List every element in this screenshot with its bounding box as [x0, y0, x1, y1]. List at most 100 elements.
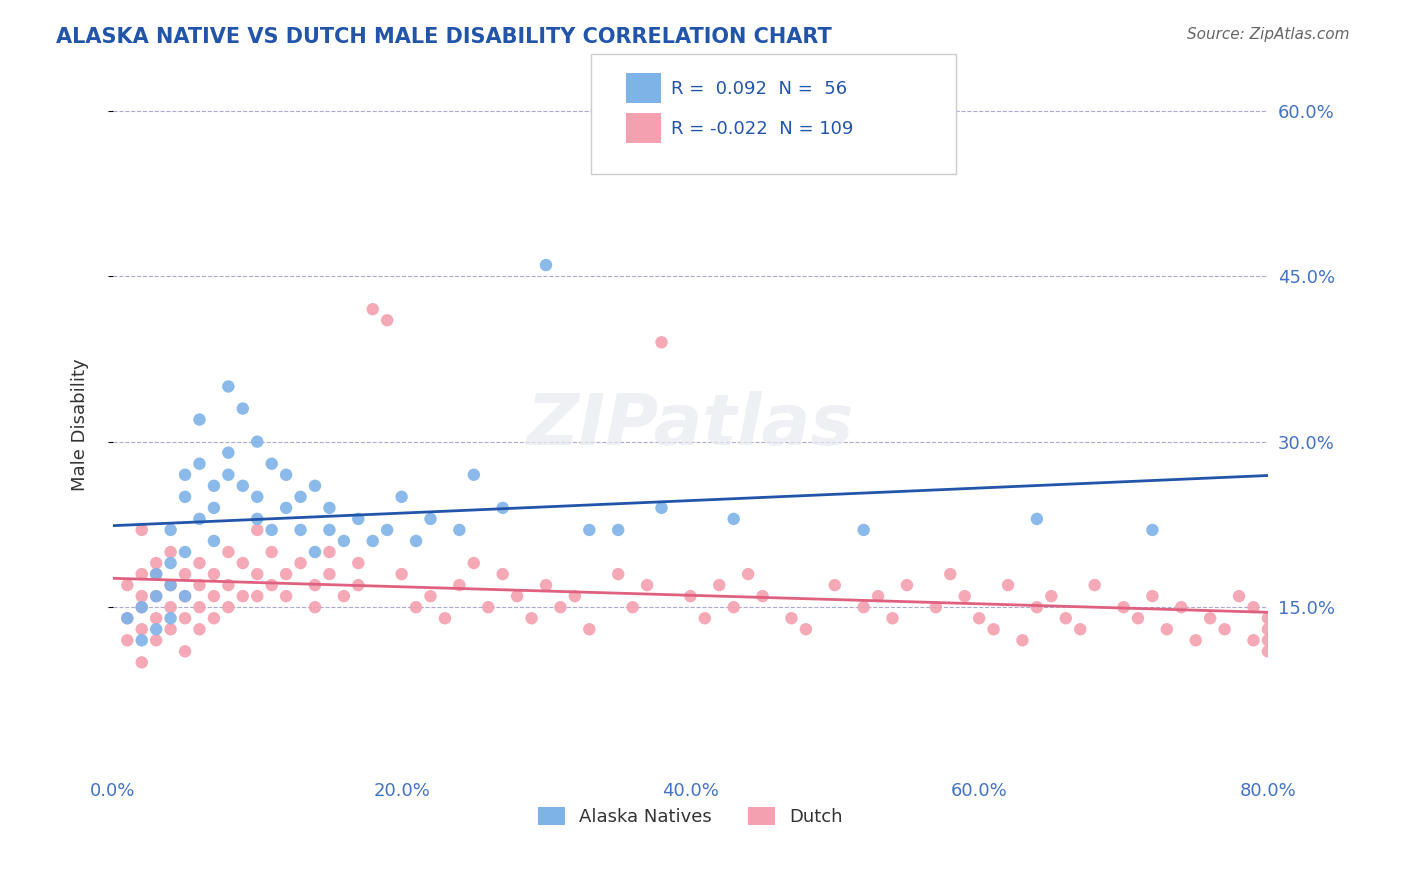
Text: R = -0.022  N = 109: R = -0.022 N = 109 [671, 120, 853, 138]
Point [174, 589, 197, 603]
Point [202, 611, 225, 625]
Point [1142, 589, 1164, 603]
Point [520, 611, 543, 625]
Point [621, 600, 644, 615]
Point [246, 523, 269, 537]
Point [361, 533, 384, 548]
Point [246, 490, 269, 504]
Point [492, 567, 515, 582]
Point [232, 479, 254, 493]
Point [174, 467, 197, 482]
Point [534, 578, 557, 592]
Point [953, 589, 976, 603]
Point [131, 589, 153, 603]
Point [709, 578, 731, 592]
Point [449, 523, 471, 537]
Point [131, 567, 153, 582]
Point [217, 445, 239, 459]
Point [117, 578, 139, 592]
Point [375, 523, 398, 537]
Point [202, 533, 225, 548]
Point [1040, 589, 1063, 603]
Point [1227, 589, 1250, 603]
Point [679, 589, 702, 603]
Point [159, 578, 181, 592]
Point [1243, 633, 1265, 648]
Point [405, 600, 427, 615]
Point [159, 523, 181, 537]
Point [1243, 600, 1265, 615]
Point [550, 600, 572, 615]
Point [896, 578, 918, 592]
Point [274, 500, 297, 515]
Point [492, 500, 515, 515]
Y-axis label: Male Disability: Male Disability [72, 359, 89, 491]
Point [347, 556, 370, 570]
Point [260, 545, 283, 559]
Point [131, 633, 153, 648]
Point [1054, 611, 1077, 625]
Point [780, 611, 803, 625]
Point [1199, 611, 1222, 625]
Point [290, 523, 312, 537]
Point [824, 578, 846, 592]
Point [333, 533, 356, 548]
Point [391, 567, 413, 582]
Point [290, 490, 312, 504]
Point [246, 434, 269, 449]
Point [607, 523, 630, 537]
Point [260, 578, 283, 592]
Point [217, 467, 239, 482]
Point [419, 512, 441, 526]
Point [405, 533, 427, 548]
Point [159, 545, 181, 559]
Point [578, 622, 600, 636]
Point [117, 611, 139, 625]
Point [131, 622, 153, 636]
Point [578, 523, 600, 537]
Point [174, 644, 197, 658]
Text: R =  0.092  N =  56: R = 0.092 N = 56 [671, 80, 846, 98]
Point [361, 302, 384, 317]
Point [202, 589, 225, 603]
Point [636, 578, 658, 592]
Point [1025, 512, 1047, 526]
Point [1084, 578, 1107, 592]
Point [159, 622, 181, 636]
Point [997, 578, 1019, 592]
Point [1025, 600, 1047, 615]
Point [217, 545, 239, 559]
Point [217, 600, 239, 615]
Legend: Alaska Natives, Dutch: Alaska Natives, Dutch [530, 799, 851, 833]
Point [391, 490, 413, 504]
Point [318, 500, 340, 515]
Point [723, 512, 745, 526]
Point [882, 611, 904, 625]
Point [274, 467, 297, 482]
Point [1257, 611, 1279, 625]
Point [174, 611, 197, 625]
Point [983, 622, 1005, 636]
Point [260, 523, 283, 537]
Point [419, 589, 441, 603]
Point [246, 589, 269, 603]
Text: ALASKA NATIVE VS DUTCH MALE DISABILITY CORRELATION CHART: ALASKA NATIVE VS DUTCH MALE DISABILITY C… [56, 27, 832, 46]
Point [477, 600, 499, 615]
Point [318, 545, 340, 559]
Point [246, 567, 269, 582]
Point [246, 512, 269, 526]
Point [188, 556, 211, 570]
Text: ZIPatlas: ZIPatlas [527, 391, 853, 459]
Point [145, 633, 167, 648]
Point [217, 578, 239, 592]
Point [650, 500, 672, 515]
Point [1112, 600, 1135, 615]
Point [145, 589, 167, 603]
Point [318, 567, 340, 582]
Point [304, 578, 326, 592]
Point [693, 611, 716, 625]
Point [925, 600, 948, 615]
Point [304, 600, 326, 615]
Point [131, 600, 153, 615]
Point [188, 600, 211, 615]
